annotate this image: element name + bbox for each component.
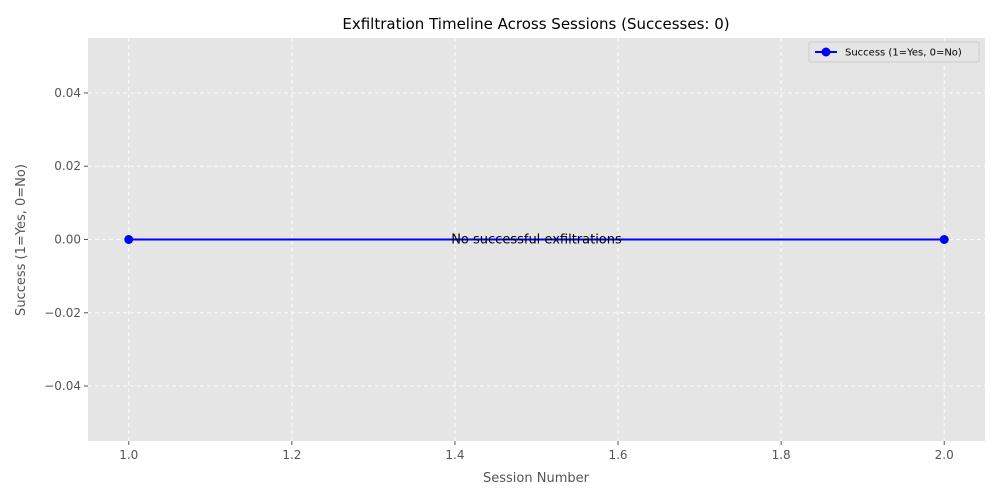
y-axis-label: Success (1=Yes, 0=No) bbox=[14, 164, 29, 316]
legend-entry-label: Success (1=Yes, 0=No) bbox=[845, 48, 962, 59]
series-layer bbox=[124, 235, 949, 244]
data-point bbox=[939, 235, 949, 244]
y-tick-label: 0.02 bbox=[54, 159, 81, 173]
x-axis-label: Session Number bbox=[483, 471, 590, 486]
x-tick-label: 1.6 bbox=[608, 448, 627, 462]
x-tick-label: 1.2 bbox=[282, 448, 301, 462]
y-tick-label: −0.04 bbox=[44, 379, 81, 393]
y-tick-label: −0.02 bbox=[44, 306, 81, 320]
x-tick-label: 1.8 bbox=[772, 448, 791, 462]
legend-marker-swatch bbox=[821, 47, 831, 57]
chart-title: Exfiltration Timeline Across Sessions (S… bbox=[342, 15, 729, 33]
y-tick-label: 0.04 bbox=[54, 86, 81, 100]
y-tick-label: 0.00 bbox=[54, 233, 81, 247]
y-axis-ticks: −0.04 −0.02 0.00 0.02 0.04 bbox=[44, 86, 88, 393]
x-tick-label: 1.0 bbox=[119, 448, 138, 462]
data-point bbox=[124, 235, 134, 244]
annotation-label: No successful exfiltrations bbox=[451, 233, 622, 248]
x-axis-ticks: 1.0 1.2 1.4 1.6 1.8 2.0 bbox=[119, 441, 954, 462]
x-tick-label: 2.0 bbox=[935, 448, 954, 462]
legend: Success (1=Yes, 0=No) bbox=[808, 41, 980, 63]
x-tick-label: 1.4 bbox=[445, 448, 464, 462]
legend-box bbox=[808, 41, 980, 63]
